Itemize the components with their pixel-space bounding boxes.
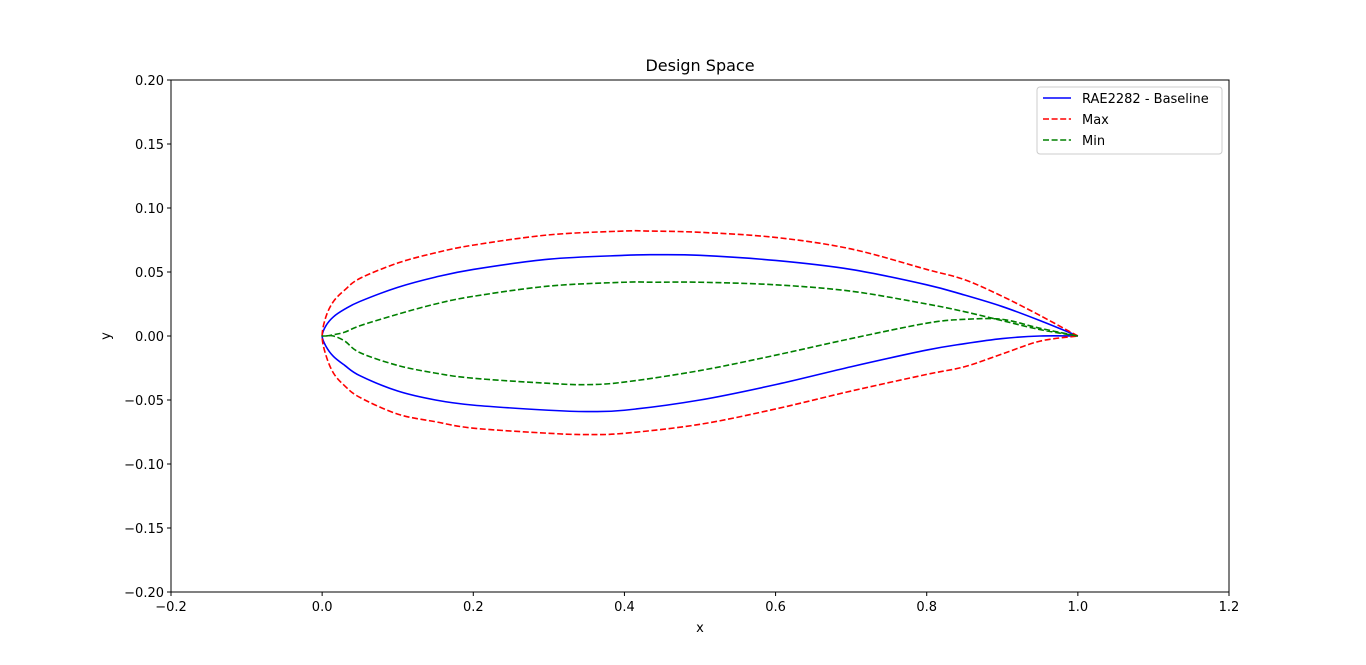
y-tick-label: −0.10 xyxy=(124,458,164,473)
x-tick-label: 0.4 xyxy=(614,600,635,615)
x-axis: −0.2 0.0 0.2 0.4 0.6 0.8 1.0 1.2 xyxy=(155,592,1239,615)
y-tick-label: −0.15 xyxy=(124,522,164,537)
plot-area xyxy=(170,79,1230,593)
y-tick-label: 0.20 xyxy=(135,74,164,89)
y-tick-label: 0.15 xyxy=(135,138,164,153)
y-tick-label: −0.20 xyxy=(124,586,164,601)
y-tick-label: 0.10 xyxy=(135,202,164,217)
x-tick-label: 0.8 xyxy=(916,600,937,615)
legend-label-rae2282-baseline: RAE2282 - Baseline xyxy=(1082,92,1209,107)
chart-title: Design Space xyxy=(645,56,754,75)
series-layer xyxy=(321,229,1079,436)
series-line-min xyxy=(321,281,1079,386)
x-tick-label: −0.2 xyxy=(155,600,187,615)
x-tick-label: 0.2 xyxy=(463,600,484,615)
legend: RAE2282 - Baseline Max Min xyxy=(1036,86,1223,155)
x-tick-label: 1.0 xyxy=(1068,600,1089,615)
x-tick-label: 0.0 xyxy=(312,600,333,615)
x-tick-label: 0.6 xyxy=(765,600,786,615)
series-line-max xyxy=(321,229,1079,436)
y-axis-label: y xyxy=(99,332,114,340)
legend-label-min: Min xyxy=(1082,134,1105,149)
x-axis-label: x xyxy=(696,621,704,636)
x-tick-label: 1.2 xyxy=(1219,600,1240,615)
y-tick-label: 0.05 xyxy=(135,266,164,281)
legend-box xyxy=(1036,86,1223,155)
y-tick-label: 0.00 xyxy=(135,330,164,345)
legend-label-max: Max xyxy=(1082,113,1109,128)
y-axis: −0.20 −0.15 −0.10 −0.05 0.00 0.05 0.10 0.15 0.20 xyxy=(124,74,171,601)
y-tick-label: −0.05 xyxy=(124,394,164,409)
